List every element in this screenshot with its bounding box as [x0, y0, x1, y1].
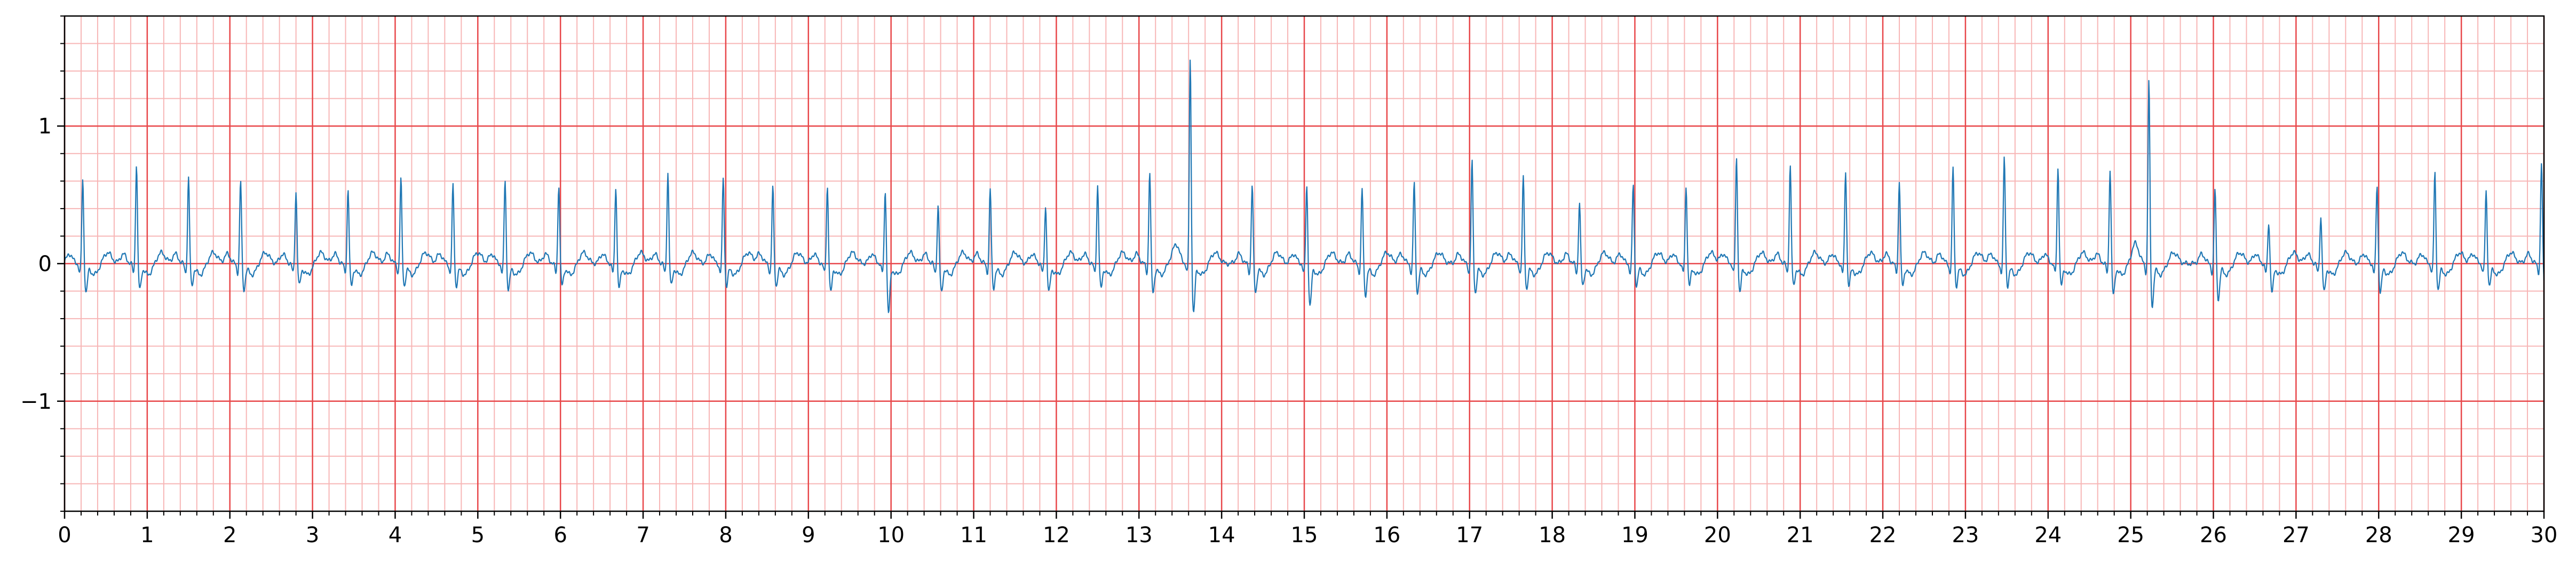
series-layer — [64, 59, 2545, 313]
x-tick-label: 3 — [306, 523, 319, 548]
x-tick-labels: 0 1 2 3 4 5 6 7 8 9 10 11 12 13 14 15 16 17 18 19 20 21 22 23 24… — [58, 523, 2557, 548]
x-tick-label: 11 — [960, 523, 987, 548]
x-tick-label: 0 — [58, 523, 71, 548]
x-tick-label: 20 — [1704, 523, 1731, 548]
x-tick-label: 15 — [1291, 523, 1318, 548]
x-tick-label: 16 — [1373, 523, 1400, 548]
x-tick-label: 7 — [636, 523, 649, 548]
x-tick-label: 17 — [1456, 523, 1483, 548]
x-tick-label: 21 — [1787, 523, 1814, 548]
x-tick-label: 4 — [389, 523, 402, 548]
x-tick-label: 9 — [802, 523, 815, 548]
x-tick-label: 28 — [2365, 523, 2392, 548]
x-tick-label: 10 — [877, 523, 905, 548]
x-tick-label: 1 — [140, 523, 154, 548]
x-tick-label: 6 — [553, 523, 567, 548]
x-tick-label: 22 — [1869, 523, 1897, 548]
x-tick-label: 12 — [1043, 523, 1070, 548]
x-tick-label: 27 — [2282, 523, 2310, 548]
ecg-series-line — [64, 59, 2545, 313]
x-tick-label: 18 — [1539, 523, 1566, 548]
x-tick-label: 24 — [2034, 523, 2062, 548]
x-tick-label: 19 — [1621, 523, 1648, 548]
x-tick-label: 29 — [2448, 523, 2475, 548]
y-tick-labels: −1 0 1 — [20, 114, 52, 414]
x-tick-label: 23 — [1952, 523, 1979, 548]
x-tick-label: 26 — [2200, 523, 2227, 548]
x-tick-label: 5 — [471, 523, 485, 548]
x-tick-label: 25 — [2117, 523, 2144, 548]
x-tick-label: 8 — [719, 523, 732, 548]
axes-layer — [57, 15, 2545, 519]
y-tick-label: 0 — [38, 252, 52, 276]
x-tick-label: 2 — [223, 523, 236, 548]
x-tick-label: 13 — [1125, 523, 1153, 548]
x-tick-label: 30 — [2531, 523, 2558, 548]
x-tick-label: 14 — [1208, 523, 1235, 548]
y-tick-label: 1 — [38, 114, 52, 139]
y-tick-label: −1 — [20, 390, 52, 414]
